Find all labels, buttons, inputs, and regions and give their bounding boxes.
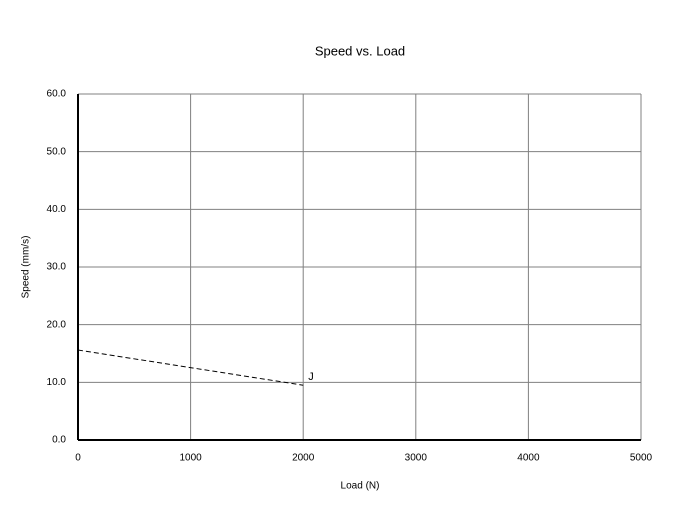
x-tick-label: 5000 (630, 453, 653, 464)
chart-title: Speed vs. Load (315, 43, 405, 58)
y-tick-label: 10.0 (47, 377, 67, 388)
series-line (77, 349, 304, 386)
x-tick-label: 0 (75, 453, 81, 464)
y-tick-label: 50.0 (47, 146, 67, 157)
x-axis-label: Load (N) (341, 481, 380, 492)
x-tick-label: 1000 (179, 453, 202, 464)
y-axis-label: Speed (mm/s) (21, 236, 32, 299)
y-tick-label: 40.0 (47, 204, 67, 215)
y-tick-label: 60.0 (47, 89, 67, 100)
series-label: J (308, 371, 314, 383)
x-tick-label: 3000 (405, 453, 428, 464)
y-tick-label: 30.0 (47, 262, 67, 273)
x-tick-label: 2000 (292, 453, 315, 464)
y-tick-label: 0.0 (52, 435, 66, 446)
x-tick-label: 4000 (517, 453, 540, 464)
y-tick-label: 20.0 (47, 319, 67, 330)
